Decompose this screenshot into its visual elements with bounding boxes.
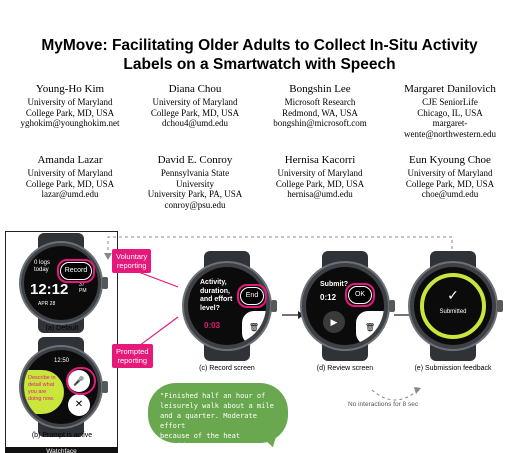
review-timer: 0:12 — [320, 293, 337, 302]
teaser-figure: Watchface 0 logs today 12:12 37 PM APR 2… — [0, 225, 519, 453]
record-highlight — [57, 259, 95, 283]
record-timer: 0:03 — [204, 321, 221, 330]
trash-icon[interactable]: 🗑 — [242, 311, 266, 345]
prompt-time: 12:50 — [54, 358, 70, 364]
check-icon: ✓ — [447, 287, 459, 303]
author-7: Hernisa Kacorri University of Maryland C… — [275, 154, 365, 200]
watch-a-default: 0 logs today 12:12 37 PM APR 28 Record — [8, 233, 116, 333]
mic-highlight — [66, 367, 96, 395]
caption-c: (c) Record screen — [199, 365, 255, 372]
logs-today: today — [34, 267, 49, 273]
no-interaction-note: No interactions for 8 sec — [348, 401, 419, 408]
logs-count: 0 logs — [34, 260, 51, 266]
caption-d: (d) Review screen — [316, 365, 374, 372]
author-2: Diana Chou University of Maryland Colleg… — [150, 83, 240, 129]
submitted-label: Submitted — [439, 309, 467, 315]
watch-e-submitted: ✓ Submitted — [398, 251, 508, 361]
record-button[interactable]: Record — [60, 262, 92, 280]
end-highlight — [237, 284, 267, 308]
progress-ring — [420, 273, 486, 339]
dismiss-icon[interactable]: ✕ — [68, 394, 90, 416]
clock-time: 12:12 — [30, 281, 69, 298]
watch-d-review: Submit? 0:12 ▶ 🗑 OK — [290, 251, 400, 361]
clock-date: APR 28 — [38, 301, 56, 307]
review-trash-icon[interactable]: 🗑 — [356, 311, 384, 345]
label-voluntary: Voluntary reporting — [112, 249, 152, 273]
prompt-text: Describe in detail what you are doing no… — [28, 375, 56, 402]
clock-seconds: 37 — [79, 282, 85, 288]
review-question: Submit? — [320, 281, 348, 288]
paper-title: MyMove: Facilitating Older Adults to Col… — [0, 36, 519, 74]
speech-quote-bubble: "Finished half an hour of leisurely walk… — [148, 383, 288, 450]
label-prompted: Prompted reporting — [112, 344, 153, 368]
title-line-1: MyMove: Facilitating Older Adults to Col… — [41, 37, 478, 54]
watch-c-record: Activity, duration, and effort level? 0:… — [172, 251, 282, 361]
author-3: Bongshin Lee Microsoft Research Redmond,… — [273, 83, 367, 129]
author-1: Young-Ho Kim University of Maryland Coll… — [20, 83, 120, 129]
caption-a: (a) Default — [45, 325, 79, 332]
record-question: Activity, duration, and effort level? — [200, 279, 233, 312]
watch-b-prompt: 12:50 Describe in detail what you are do… — [8, 337, 116, 437]
watchface-footer: Watchface — [5, 447, 118, 453]
author-5: Amanda Lazar University of Maryland Coll… — [25, 154, 115, 200]
caption-e: (e) Submission feedback — [414, 365, 492, 372]
author-8: Eun Kyoung Choe University of Maryland C… — [405, 154, 495, 200]
caption-b: (b) Prompt is active — [31, 432, 93, 439]
clock-ampm: PM — [79, 288, 87, 294]
author-4: Margaret Danilovich CJE SeniorLife Chica… — [403, 83, 496, 139]
play-icon[interactable]: ▶ — [323, 311, 345, 333]
author-6: David E. Conroy Pennsylvania State Unive… — [147, 154, 243, 210]
title-line-2: Labels on a Smartwatch with Speech — [123, 56, 396, 73]
ok-highlight — [345, 283, 375, 307]
